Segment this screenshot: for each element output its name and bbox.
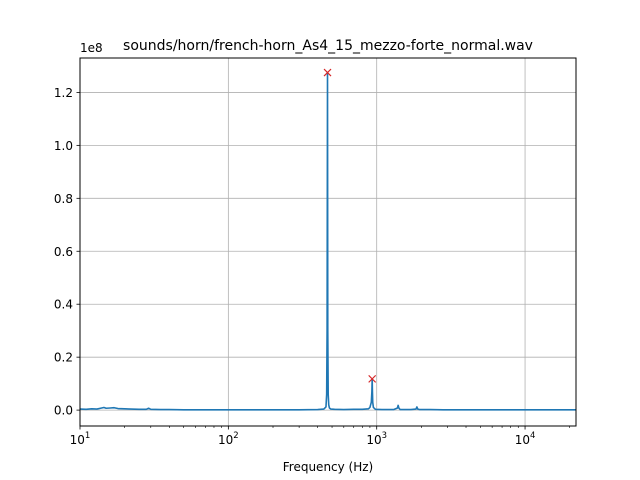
y-tick-label: 0.0: [54, 404, 73, 418]
x-tick-label: 101: [70, 431, 91, 447]
y-tick-label: 0.2: [54, 351, 73, 365]
peak-marker: [368, 374, 377, 383]
y-offset-label: 1e8: [80, 41, 103, 55]
y-tick-label: 0.8: [54, 192, 73, 206]
y-tick-label: 0.6: [54, 245, 73, 259]
series-group: [79, 71, 576, 411]
x-axis-ticks: 101 102 103 104: [70, 426, 571, 447]
peak-marker: [323, 68, 332, 77]
y-tick-label: 0.4: [54, 298, 73, 312]
spectrum-line: [79, 71, 576, 411]
x-tick-label: 104: [515, 431, 536, 447]
x-tick-label: 102: [218, 431, 239, 447]
chart-title: sounds/horn/french-horn_As4_15_mezzo-for…: [123, 38, 533, 54]
peak-markers: [323, 68, 377, 383]
y-axis-ticks: 0.0 0.2 0.4 0.6 0.8 1.0 1.2: [54, 86, 80, 418]
x-axis-label: Frequency (Hz): [283, 460, 374, 474]
y-tick-label: 1.2: [54, 86, 73, 100]
y-tick-label: 1.0: [54, 139, 73, 153]
plot-frame: [79, 57, 577, 427]
x-tick-label: 103: [366, 431, 387, 447]
